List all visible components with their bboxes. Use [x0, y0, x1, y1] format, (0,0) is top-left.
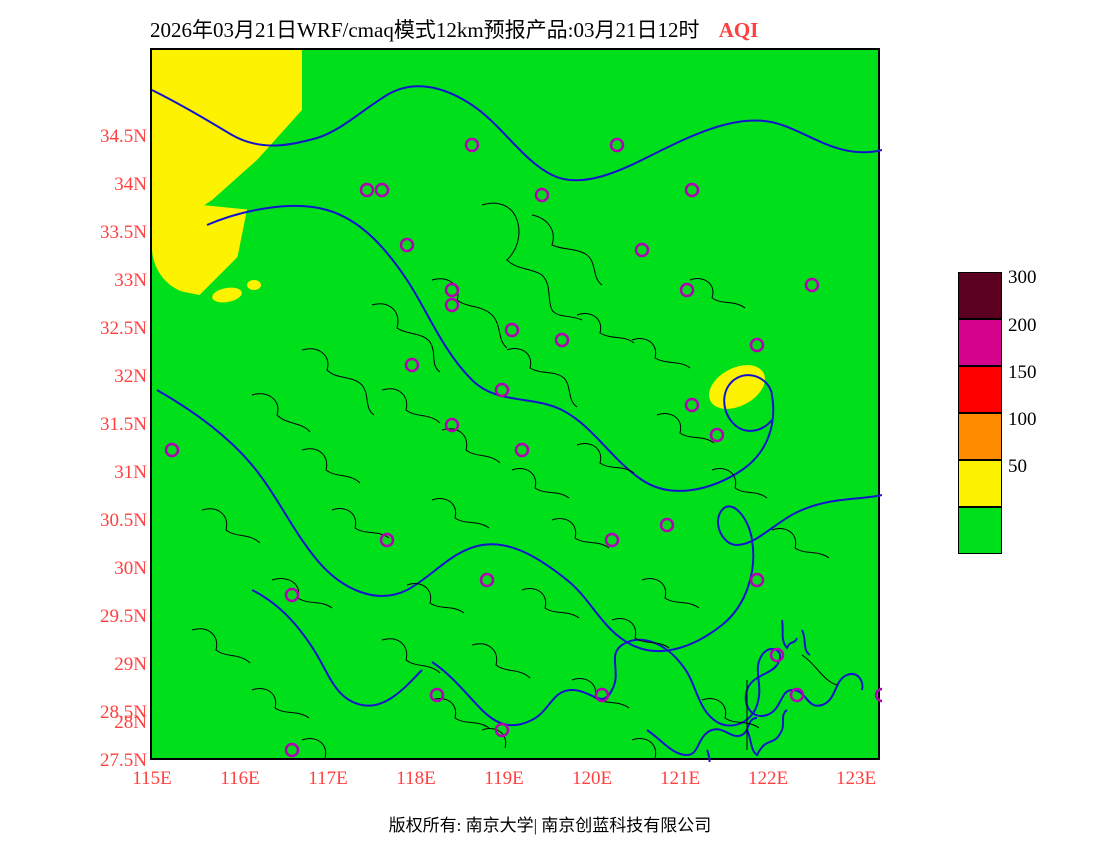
y-tick-29n[interactable]: 29N: [57, 654, 147, 676]
x-tick-115e[interactable]: 115E: [122, 768, 182, 790]
legend-label-150: 150: [1008, 362, 1037, 384]
y-tick-34-5n[interactable]: 34.5N: [57, 126, 147, 148]
legend-label-300: 300: [1008, 267, 1037, 289]
x-tick-118e[interactable]: 118E: [386, 768, 446, 790]
chart-title: 2026年03月21日WRF/cmaq模式12km预报产品:03月21日12时 …: [150, 14, 758, 44]
x-tick-117e[interactable]: 117E: [298, 768, 358, 790]
legend-label-200: 200: [1008, 315, 1037, 337]
y-tick-32n[interactable]: 32N: [57, 366, 147, 388]
x-tick-121e[interactable]: 121E: [650, 768, 710, 790]
aqi-color-legend[interactable]: [958, 272, 1002, 554]
copyright-footer: 版权所有: 南京大学| 南京创蓝科技有限公司: [0, 811, 1100, 836]
x-tick-123e[interactable]: 123E: [826, 768, 886, 790]
aqi-badge-label: AQI: [719, 18, 759, 42]
y-tick-31n[interactable]: 31N: [57, 462, 147, 484]
legend-swatch-200-300: [958, 319, 1002, 366]
title-main-text: 2026年03月21日WRF/cmaq模式12km预报产品:03月21日12时: [150, 18, 700, 42]
aqi-patch-small-2: [247, 280, 261, 290]
x-tick-119e[interactable]: 119E: [474, 768, 534, 790]
river-lines-layer: [152, 50, 882, 762]
map-plot-area[interactable]: 34.5N 34N 33.5N 33N 32.5N 32N 31.5N 31N …: [150, 48, 880, 760]
legend-swatch-150-200: [958, 366, 1002, 413]
y-tick-33-5n[interactable]: 33.5N: [57, 222, 147, 244]
x-tick-116e[interactable]: 116E: [210, 768, 270, 790]
legend-swatch-300plus: [958, 272, 1002, 319]
y-tick-30n[interactable]: 30N: [57, 558, 147, 580]
monitoring-station-markers: [152, 50, 882, 762]
legend-swatch-50-100: [958, 460, 1002, 507]
legend-swatch-0-50: [958, 507, 1002, 554]
x-tick-122e[interactable]: 122E: [738, 768, 798, 790]
legend-label-100: 100: [1008, 409, 1037, 431]
aqi-patch-yangtze-delta: [702, 356, 773, 418]
aqi-patch-small-1: [211, 286, 243, 305]
y-tick-31-5n[interactable]: 31.5N: [57, 414, 147, 436]
y-tick-33n[interactable]: 33N: [57, 270, 147, 292]
y-tick-30-5n[interactable]: 30.5N: [57, 510, 147, 532]
y-tick-29-5n[interactable]: 29.5N: [57, 606, 147, 628]
aqi-patch-northwest-2: [152, 200, 247, 295]
legend-label-50: 50: [1008, 456, 1027, 478]
y-tick-34n[interactable]: 34N: [57, 174, 147, 196]
y-tick-32-5n[interactable]: 32.5N: [57, 318, 147, 340]
y-tick-28n[interactable]: 28N: [57, 712, 147, 734]
province-boundary-layer: [152, 50, 882, 762]
x-tick-120e[interactable]: 120E: [562, 768, 622, 790]
legend-swatch-100-150: [958, 413, 1002, 460]
